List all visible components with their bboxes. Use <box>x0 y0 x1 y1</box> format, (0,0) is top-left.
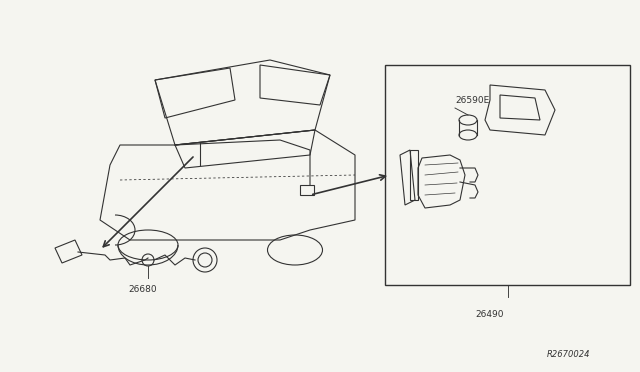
Text: 26490: 26490 <box>476 310 504 319</box>
Bar <box>385 65 630 285</box>
Bar <box>300 185 314 195</box>
Text: 26590E: 26590E <box>455 96 489 105</box>
Bar <box>410 150 418 200</box>
Text: 26680: 26680 <box>129 285 157 294</box>
Text: R2670024: R2670024 <box>547 350 590 359</box>
